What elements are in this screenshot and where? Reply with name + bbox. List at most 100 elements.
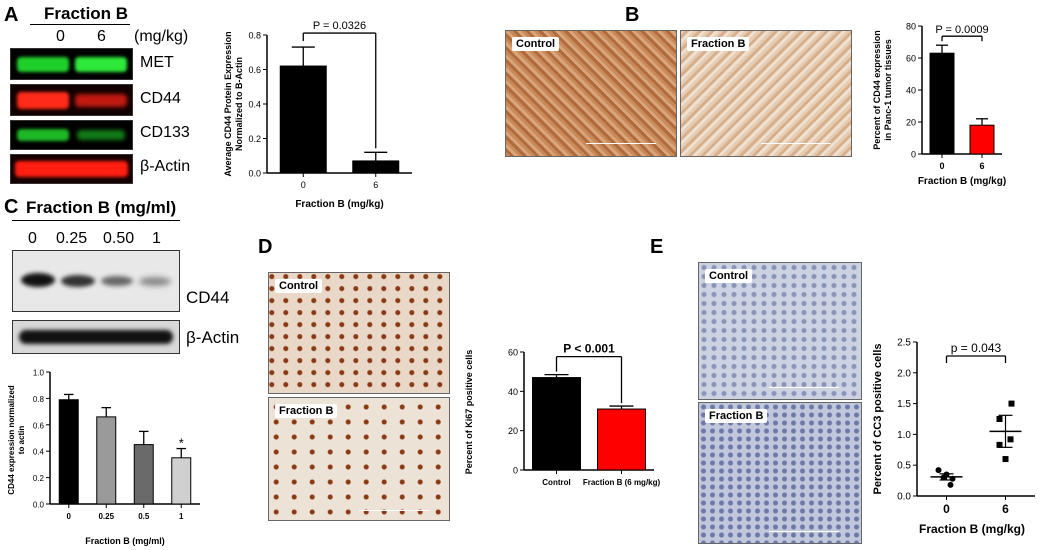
panel-a-blot: Fraction B 0 6 (mg/kg) MET CD44 CD133 β-…	[0, 0, 215, 190]
C-x-label: Fraction B (mg/ml)	[85, 536, 165, 546]
D-y-label: Percent of Ki67 positive cells	[464, 350, 474, 475]
C-ytick-label: 1.0	[33, 369, 45, 378]
B-x-label: Fraction B (mg/kg)	[918, 176, 1006, 187]
blot-cd44-c	[12, 250, 180, 312]
A-ytick-label: 0.4	[248, 100, 261, 110]
A-bar	[279, 65, 327, 174]
ihc-e-control-label: Control	[705, 269, 753, 283]
E-point	[1007, 436, 1014, 443]
panel-label-d: D	[258, 236, 273, 258]
blot-label-cd44-a: CD44	[140, 90, 181, 107]
ihc-b-control: Control	[505, 30, 677, 157]
B-ytick-label: 0	[911, 150, 916, 160]
E-point	[996, 416, 1003, 422]
E-ytick-label: 2.0	[897, 368, 911, 379]
blot-label-met: MET	[140, 54, 174, 71]
blot-c-dose-3: 1	[152, 230, 161, 247]
panel-label-e: E	[650, 236, 664, 258]
C-ytick-label: 0.8	[33, 395, 45, 404]
B-bar	[969, 124, 995, 155]
C-bar	[133, 444, 154, 505]
E-point	[996, 441, 1003, 448]
C-ytick-label: 0.2	[33, 474, 45, 483]
A-xtick-label: 6	[373, 180, 378, 190]
D-ytick-label: 60	[508, 348, 518, 358]
D-ytick-label: 40	[508, 387, 518, 397]
A-y-label: Average CD44 Protein ExpressionNormalize…	[223, 31, 244, 176]
panel-label-a: A	[4, 4, 19, 26]
chart-a: 0.0 0.2 0.4 0.6 0.8 0 6 Fraction B (mg/kg) Avera…	[223, 20, 412, 210]
C-bar	[171, 457, 192, 505]
E-xtick-label: 0	[943, 502, 950, 516]
E-p-value: p = 0.043	[951, 341, 1002, 355]
B-ytick-label: 60	[906, 54, 916, 64]
B-bar	[929, 52, 955, 155]
chart-c: 0.0 0.2 0.4 0.6 0.8 1.0 0 0.25 0.5 1 Fraction B (m…	[7, 369, 200, 546]
blot-met	[10, 48, 133, 80]
E-ytick-label: 0.5	[897, 461, 911, 472]
D-ytick-label: 20	[508, 426, 518, 436]
blot-a-header-line	[30, 24, 130, 25]
blot-c-dose-0: 0	[28, 230, 37, 247]
blot-a-header: Fraction B	[44, 4, 129, 23]
C-ytick-label: 0.6	[33, 421, 45, 430]
scale-bar	[769, 387, 839, 388]
blot-c-dose-1: 0.25	[56, 230, 88, 247]
D-p-value: P < 0.001	[563, 342, 615, 356]
C-xtick-label: 0	[67, 512, 72, 521]
A-ytick-label: 0.8	[248, 31, 261, 41]
B-ytick-label: 40	[906, 86, 916, 96]
blot-c-header: Fraction B (mg/ml)	[26, 198, 177, 217]
D-xtick-label: Fraction B (6 mg/kg)	[583, 478, 661, 487]
A-x-label: Fraction B (mg/kg)	[295, 199, 383, 210]
scale-bar	[359, 510, 429, 511]
blot-c-dose-2: 0.50	[103, 230, 135, 247]
C-ytick-label: 0.0	[33, 501, 45, 510]
E-x-label: Fraction B (mg/kg)	[919, 522, 1025, 536]
chart-d: 0 20 40 60 Control Fraction B (6 mg/kg) Percen…	[464, 342, 661, 487]
D-bar	[532, 377, 581, 471]
panel-label-b: B	[625, 4, 640, 26]
E-y-label: Percent of CC3 positive cells	[872, 344, 884, 495]
A-ytick-label: 0.2	[248, 134, 261, 144]
B-xtick-label: 6	[979, 161, 984, 171]
ihc-e-fractionb-label: Fraction B	[705, 409, 768, 423]
panel-label-c: C	[4, 196, 19, 218]
C-xtick-label: 1	[179, 512, 184, 521]
ihc-d-fractionb-label: Fraction B	[275, 404, 338, 418]
A-ytick-label: 0.6	[248, 65, 261, 75]
C-bar	[96, 416, 117, 505]
A-xtick-label: 0	[301, 180, 306, 190]
C-bar	[58, 399, 79, 505]
C-ytick-label: 0.4	[33, 448, 45, 457]
blot-label-actin-c: β-Actin	[186, 328, 240, 347]
D-ytick-label: 0	[513, 466, 518, 476]
C-xtick-label: 0.5	[138, 512, 150, 521]
B-p-value: P = 0.0009	[935, 24, 988, 36]
B-ytick-label: 20	[906, 118, 916, 128]
chart-e: 0.0 0.5 1.0 1.5 2.0 2.5 0 6 p = 0.043 Fraction B …	[872, 338, 1035, 536]
panel-c-blot: Fraction B (mg/ml) 0 0.25 0.50 1 CD44 β-…	[0, 196, 260, 361]
E-ytick-label: 1.5	[897, 399, 911, 410]
blot-a-unit: (mg/kg)	[134, 28, 189, 45]
E-ytick-label: 1.0	[897, 430, 911, 441]
C-xtick-label: 0.25	[98, 512, 114, 521]
blot-actin-a	[10, 154, 133, 184]
blot-actin-c	[12, 320, 180, 354]
E-point	[1002, 456, 1009, 463]
A-bar	[352, 160, 400, 174]
blot-a-dose-6: 6	[97, 28, 106, 45]
D-bar	[597, 408, 646, 471]
C-y-label: CD44 expression normalizedto actin	[7, 385, 26, 494]
ihc-b-control-label: Control	[512, 37, 560, 51]
B-y-label: Percent of CD44 expressionin Panc-1 tumo…	[872, 30, 893, 150]
E-xtick-label: 6	[1002, 502, 1009, 516]
ihc-e-fractionb: Fraction B	[698, 402, 862, 544]
chart-b: 0 20 40 60 80 0 6 Fraction B (mg/kg) Percent of …	[872, 22, 1006, 188]
A-ytick-label: 0.0	[248, 169, 261, 179]
ihc-b-fractionb: Fraction B	[680, 30, 852, 157]
ihc-b-fractionb-label: Fraction B	[687, 37, 750, 51]
B-ytick-label: 80	[906, 22, 916, 32]
scale-bar	[761, 143, 831, 144]
blot-cd133	[10, 120, 133, 150]
